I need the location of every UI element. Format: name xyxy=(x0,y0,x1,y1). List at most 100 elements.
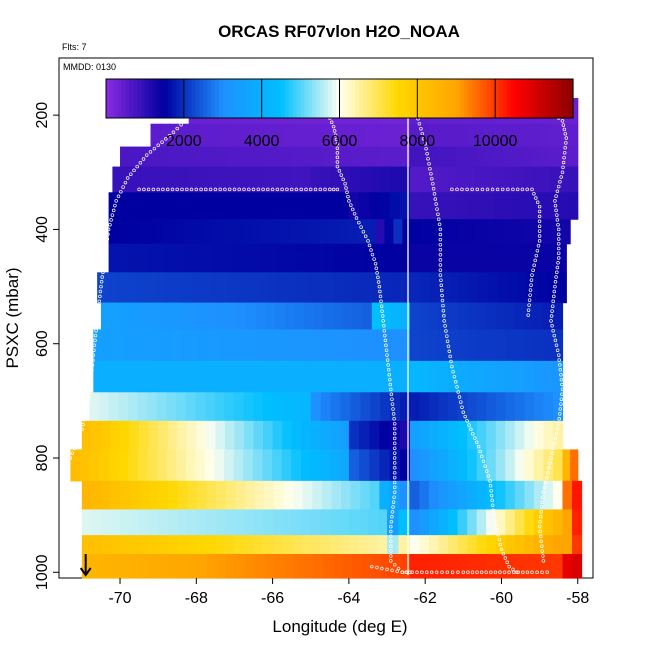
track-point xyxy=(552,289,557,294)
heatmap-cell xyxy=(495,329,506,362)
track-point xyxy=(121,185,125,189)
track-point xyxy=(537,229,542,233)
heatmap-cell xyxy=(277,272,288,304)
track-point xyxy=(392,436,397,441)
y-tick-label: 800 xyxy=(34,445,51,472)
heatmap-cell xyxy=(400,302,411,331)
heatmap-cell xyxy=(333,360,344,393)
colorbar-segment xyxy=(467,79,473,118)
heatmap-cell xyxy=(381,272,392,304)
heatmap-cell xyxy=(331,480,342,511)
track-point xyxy=(551,299,555,304)
heatmap-cell xyxy=(120,554,131,579)
track-point xyxy=(379,304,384,308)
heatmap-cell xyxy=(552,535,564,555)
heatmap-cell xyxy=(137,392,148,422)
track-point xyxy=(453,380,458,384)
heatmap-cell xyxy=(419,392,430,422)
heatmap-cell xyxy=(475,123,486,148)
heatmap-cell xyxy=(160,360,171,393)
colorbar-segment xyxy=(312,79,317,118)
track-point xyxy=(165,187,170,192)
heatmap-cell xyxy=(467,219,478,245)
heatmap-cell xyxy=(139,146,150,168)
heatmap-cell xyxy=(195,392,206,422)
heatmap-cell xyxy=(340,392,352,422)
track-point xyxy=(392,475,397,480)
track-point xyxy=(391,407,395,411)
colorbar-segment xyxy=(288,79,294,118)
track-point xyxy=(556,227,561,232)
track-point xyxy=(552,333,557,338)
heatmap-cell xyxy=(429,272,440,304)
heatmap-cell xyxy=(429,243,440,273)
track-point xyxy=(537,239,542,243)
track-point xyxy=(537,219,542,224)
track-point xyxy=(443,324,447,328)
track-point xyxy=(98,294,102,299)
heatmap-cell xyxy=(236,302,247,331)
track-point xyxy=(480,454,484,459)
track-point xyxy=(563,131,568,136)
heatmap-cell xyxy=(186,535,197,555)
heatmap-cell xyxy=(278,243,289,273)
track-point xyxy=(164,137,168,141)
heatmap-cell xyxy=(120,535,131,555)
heatmap-cell xyxy=(234,420,245,451)
track-point xyxy=(530,570,534,575)
heatmap-cell xyxy=(218,360,229,393)
heatmap-cell xyxy=(146,219,157,245)
track-point xyxy=(389,539,393,544)
heatmap-cell xyxy=(521,166,532,193)
heatmap-cell xyxy=(183,243,194,273)
heatmap-cell xyxy=(531,146,542,168)
heatmap-cell xyxy=(253,509,264,536)
heatmap-cell xyxy=(293,146,305,168)
colorbar-segment xyxy=(479,79,485,118)
heatmap-cell xyxy=(486,392,497,422)
colorbar-segment xyxy=(141,79,146,118)
heatmap-cell xyxy=(330,166,342,193)
track-point xyxy=(511,570,516,575)
heatmap-cell xyxy=(125,272,136,304)
heatmap-cell xyxy=(428,554,440,579)
heatmap-cell xyxy=(533,554,545,579)
heatmap-cell xyxy=(524,480,535,511)
heatmap-cell xyxy=(159,166,170,193)
heatmap-cell xyxy=(149,480,160,511)
track-point xyxy=(438,227,443,232)
track-point xyxy=(101,270,105,275)
heatmap-cell xyxy=(411,219,422,245)
track-point xyxy=(423,141,427,146)
colorbar-segment xyxy=(495,79,500,118)
heatmap-cell xyxy=(379,480,391,511)
heatmap-cell xyxy=(439,219,450,245)
heatmap-cell xyxy=(438,302,449,331)
track-point xyxy=(380,314,385,318)
track-point xyxy=(335,146,340,151)
track-point xyxy=(389,387,393,392)
heatmap-cell xyxy=(179,329,190,362)
heatmap-cell xyxy=(409,449,421,482)
heatmap-cell xyxy=(342,123,353,148)
heatmap-cell xyxy=(255,554,266,579)
track-point xyxy=(261,187,265,192)
track-point xyxy=(390,568,394,573)
track-point xyxy=(445,570,450,575)
heatmap-cell xyxy=(533,392,545,422)
heatmap-cell xyxy=(546,243,558,273)
heatmap-cell xyxy=(467,509,478,536)
heatmap-cell xyxy=(448,535,459,555)
heatmap-cell xyxy=(512,123,523,148)
track-point xyxy=(479,570,484,575)
track-point xyxy=(167,133,172,138)
heatmap-cell xyxy=(150,360,162,393)
heatmap-cell xyxy=(457,480,468,511)
heatmap-cell xyxy=(419,329,430,362)
heatmap-cell xyxy=(456,146,467,168)
track-point xyxy=(103,256,107,260)
heatmap-cell xyxy=(287,243,298,273)
colorbar-segment xyxy=(292,79,298,118)
track-point xyxy=(88,388,92,392)
heatmap-cell xyxy=(568,146,579,168)
